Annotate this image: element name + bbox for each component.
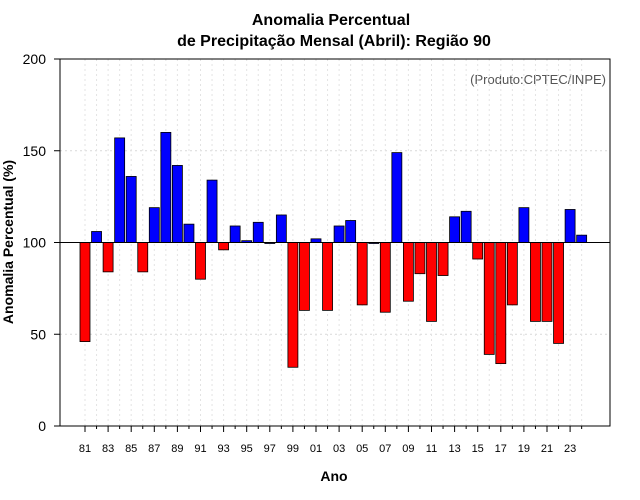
bar-1985 [125, 176, 137, 243]
bar-2012 [437, 242, 449, 276]
x-tick-label: 21 [541, 443, 553, 455]
bar-1986 [137, 242, 149, 273]
x-tick-label: 99 [287, 443, 299, 455]
x-tick-label: 83 [102, 443, 114, 455]
bar-2018 [506, 242, 518, 306]
grid-lines [60, 58, 610, 427]
bar-2005 [356, 242, 368, 306]
bar-2022 [553, 242, 564, 344]
bar-2008 [391, 152, 403, 243]
x-tick-label: 23 [564, 443, 576, 455]
y-tick-label: 200 [23, 51, 47, 67]
bar-2024 [576, 234, 588, 243]
x-tick-label: 15 [472, 443, 484, 455]
bar-1989 [171, 165, 183, 243]
bar-2002 [322, 242, 333, 311]
bar-1981 [79, 242, 91, 342]
x-axis-title: Ano [320, 468, 347, 484]
bar-1990 [183, 223, 195, 243]
bar-1984 [114, 137, 126, 243]
x-tick-label: 05 [356, 443, 368, 455]
bar-1996 [252, 221, 264, 243]
bar-1987 [148, 207, 160, 243]
bar-2000 [299, 242, 310, 311]
bar-2001 [310, 238, 322, 243]
x-tick-label: 13 [448, 443, 460, 455]
y-tick-label: 0 [38, 418, 46, 434]
x-tick-label: 87 [148, 443, 160, 455]
bar-2016 [483, 242, 495, 355]
bar-2013 [449, 216, 461, 243]
x-tick-label: 09 [402, 443, 414, 455]
y-axis: 0 50 100 150 200 [23, 51, 60, 434]
bar-1993 [218, 242, 230, 251]
x-tick-label: 81 [79, 443, 91, 455]
bar-2010 [414, 242, 426, 275]
bar-1992 [206, 179, 218, 243]
x-tick-label: 11 [426, 443, 437, 455]
bar-2015 [472, 242, 484, 260]
x-tick-label: 19 [518, 443, 530, 455]
x-tick-label: 03 [333, 443, 345, 455]
x-tick-label: 95 [241, 443, 253, 455]
bar-2019 [518, 207, 530, 243]
chart-title-line2: de Precipitação Mensal (Abril): Região 9… [177, 33, 491, 50]
chart-title-line1: Anomalia Percentual [252, 12, 410, 29]
y-axis-title: Anomalia Percentual (%) [0, 160, 16, 324]
x-tick-label: 01 [310, 443, 322, 455]
bar-1998 [275, 214, 287, 243]
bar-2004 [345, 220, 357, 243]
x-tick-label: 89 [171, 443, 183, 455]
bar-2011 [426, 242, 437, 322]
bar-1994 [229, 225, 241, 243]
bar-2017 [495, 242, 507, 365]
x-tick-label: 93 [217, 443, 229, 455]
bar-2014 [460, 210, 472, 243]
bar-2003 [333, 225, 345, 243]
bar-2023 [564, 209, 576, 243]
x-tick-label: 17 [495, 443, 507, 455]
bar-1982 [91, 231, 102, 243]
x-tick-label: 85 [125, 443, 137, 455]
bar-2007 [379, 242, 391, 313]
bar-2020 [530, 242, 541, 322]
x-tick-label: 07 [379, 443, 391, 455]
y-tick-label: 50 [30, 326, 46, 342]
x-tick-label: 97 [264, 443, 276, 455]
bar-1999 [287, 242, 299, 368]
bars-group [79, 131, 588, 368]
product-credit: (Produto:CPTEC/INPE) [470, 72, 606, 87]
y-tick-label: 150 [23, 143, 47, 159]
bar-1983 [102, 242, 114, 273]
y-tick-label: 100 [23, 235, 47, 251]
x-axis: 81 83 85 87 89 91 93 95 97 99 01 03 05 07 09 11 13 15 17 19… [79, 426, 583, 455]
bar-1991 [195, 242, 206, 280]
bar-1988 [160, 131, 172, 243]
x-tick-label: 91 [194, 443, 206, 455]
bar-2021 [541, 242, 553, 322]
bar-2009 [402, 242, 414, 302]
